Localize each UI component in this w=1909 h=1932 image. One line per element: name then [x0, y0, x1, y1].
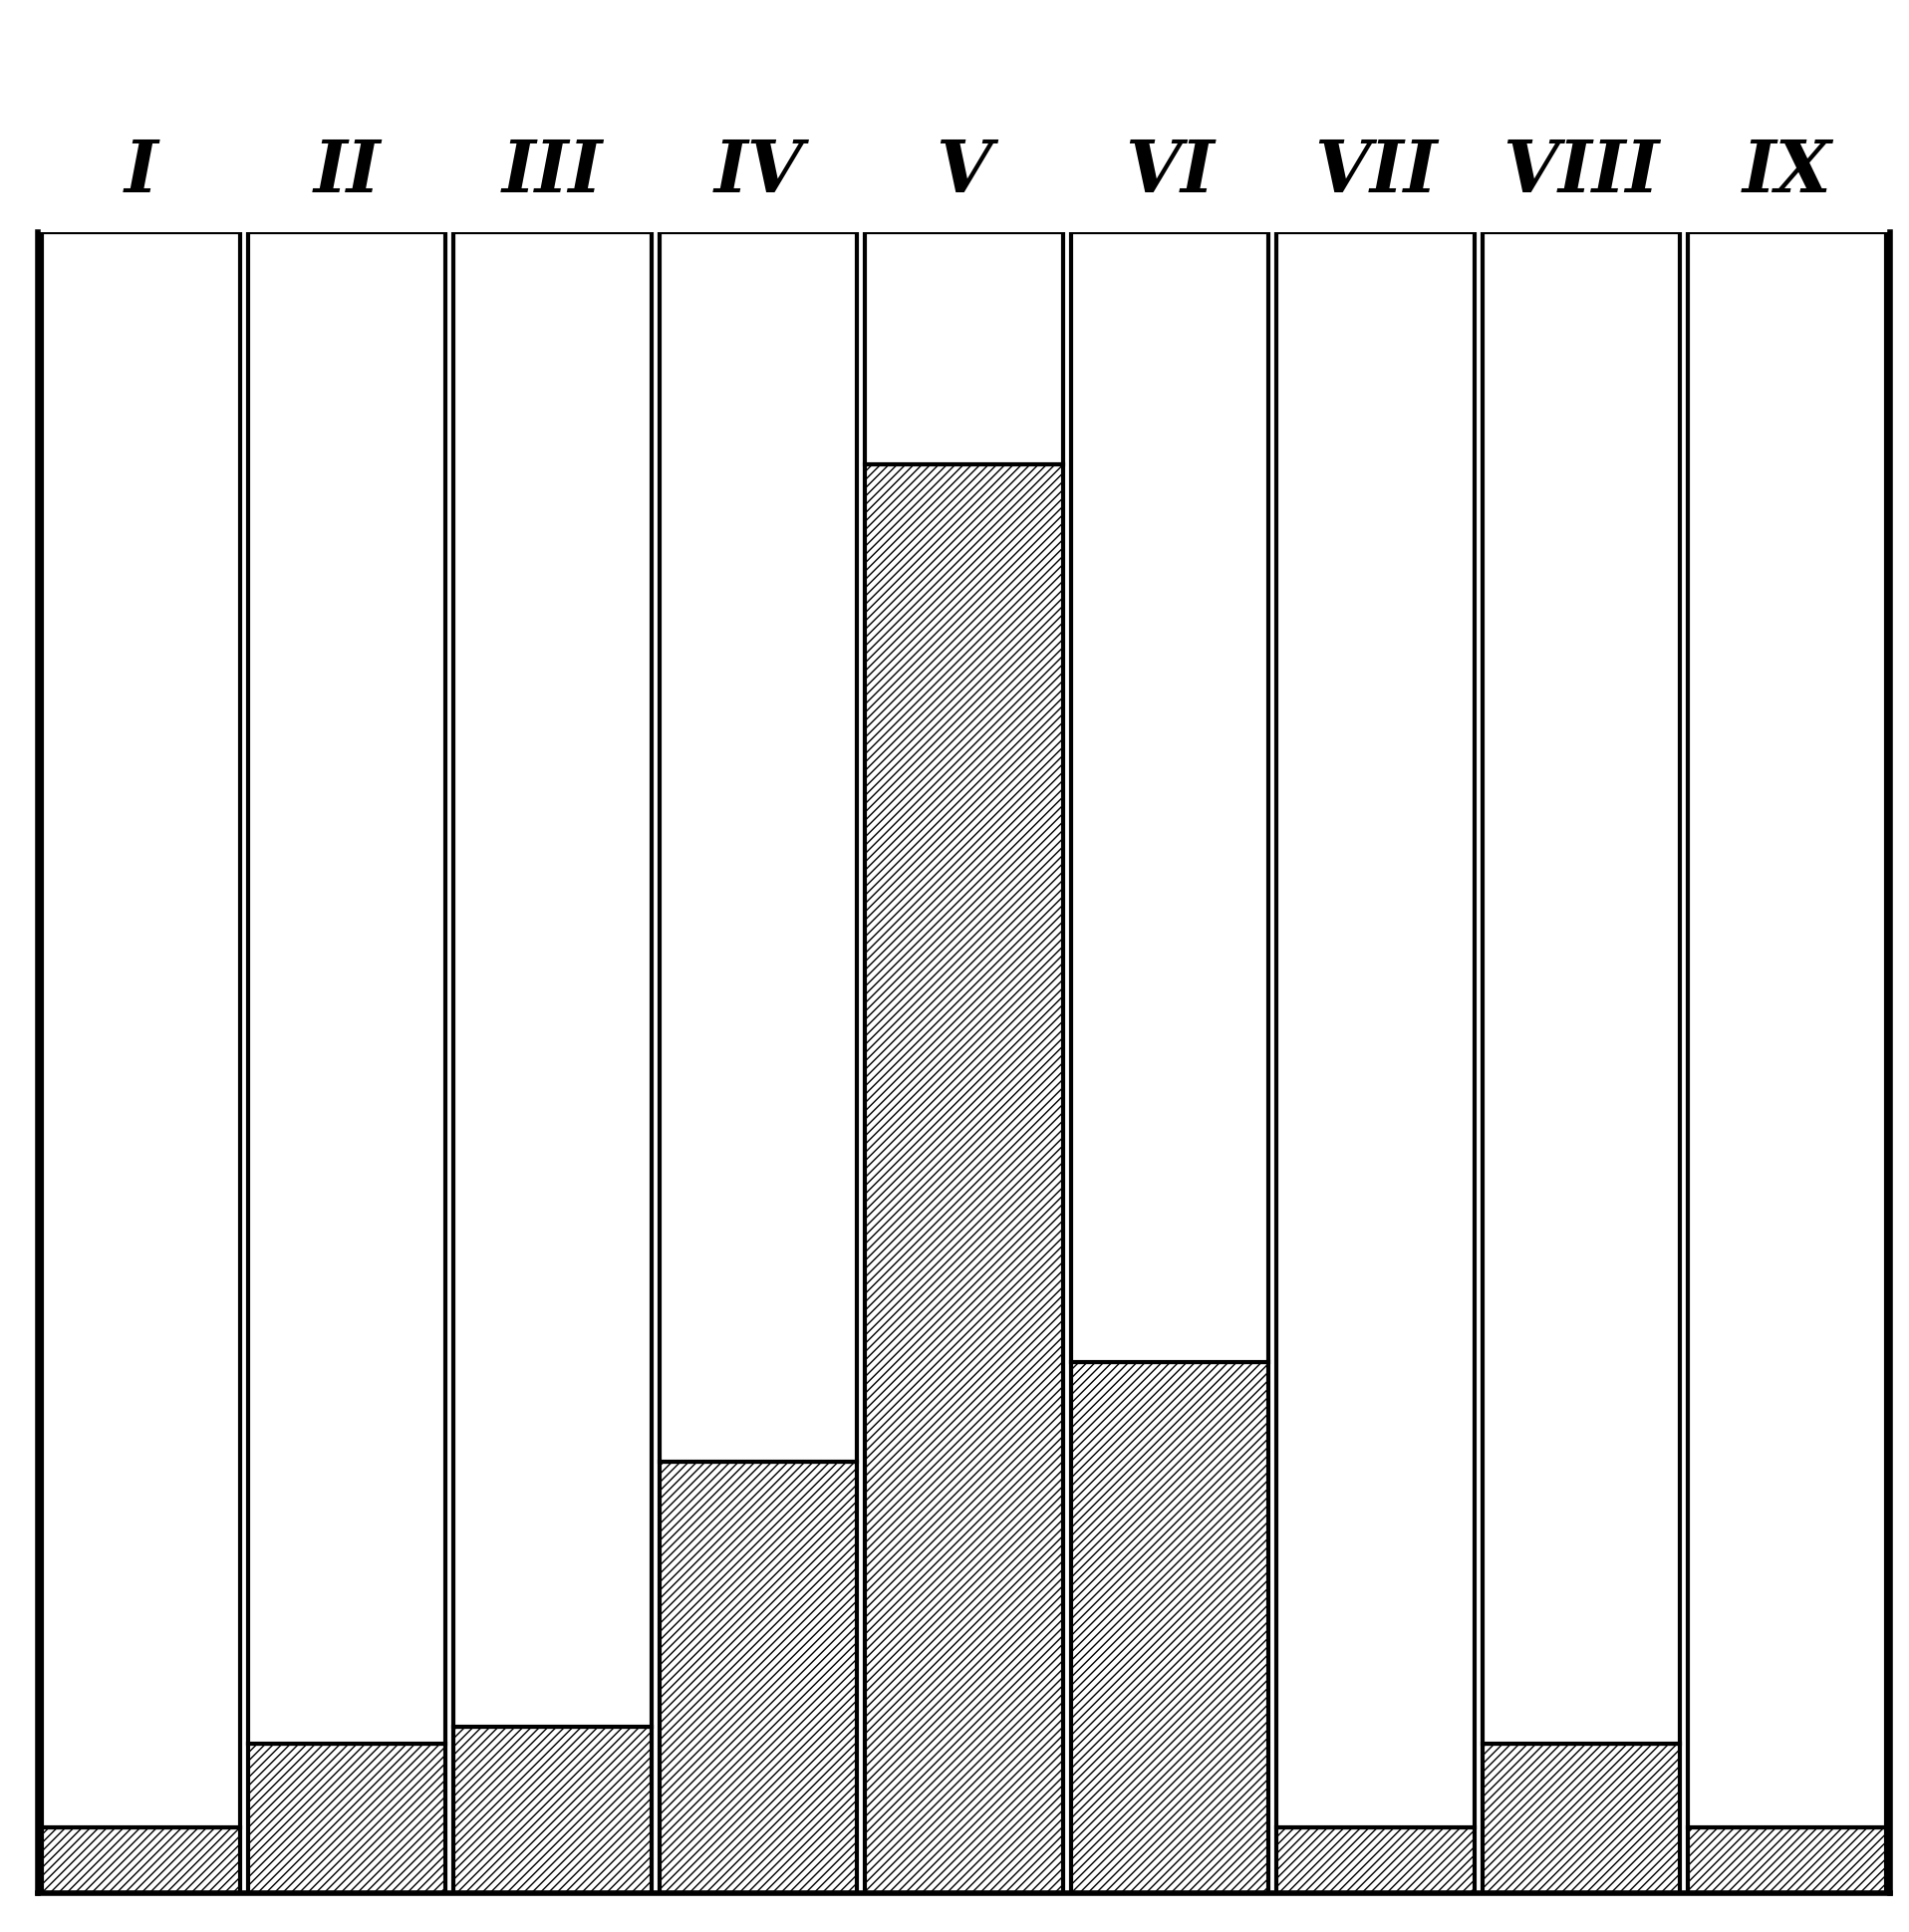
Text: IV: IV — [714, 135, 804, 207]
Text: VII: VII — [1313, 135, 1437, 207]
Text: IX: IX — [1743, 135, 1833, 207]
Bar — [42, 1828, 241, 1893]
Bar — [659, 1461, 857, 1893]
Text: II: II — [313, 135, 380, 207]
Text: I: I — [124, 135, 158, 207]
Bar — [1483, 1745, 1680, 1893]
Bar — [1688, 232, 1886, 1828]
Bar — [1071, 1362, 1269, 1893]
Bar — [1277, 1828, 1474, 1893]
Bar — [248, 232, 445, 1745]
Text: VIII: VIII — [1502, 135, 1659, 207]
Bar — [248, 1745, 445, 1893]
Bar — [865, 232, 1063, 464]
Bar — [659, 232, 857, 1461]
Text: VI: VI — [1124, 135, 1214, 207]
Bar — [1688, 1828, 1886, 1893]
Bar — [42, 232, 241, 1828]
Text: V: V — [935, 135, 993, 207]
Bar — [454, 1727, 651, 1893]
Bar — [1071, 232, 1269, 1362]
Bar — [1277, 232, 1474, 1828]
Bar — [1483, 232, 1680, 1745]
Text: III: III — [502, 135, 603, 207]
Bar — [865, 464, 1063, 1893]
Bar — [454, 232, 651, 1727]
